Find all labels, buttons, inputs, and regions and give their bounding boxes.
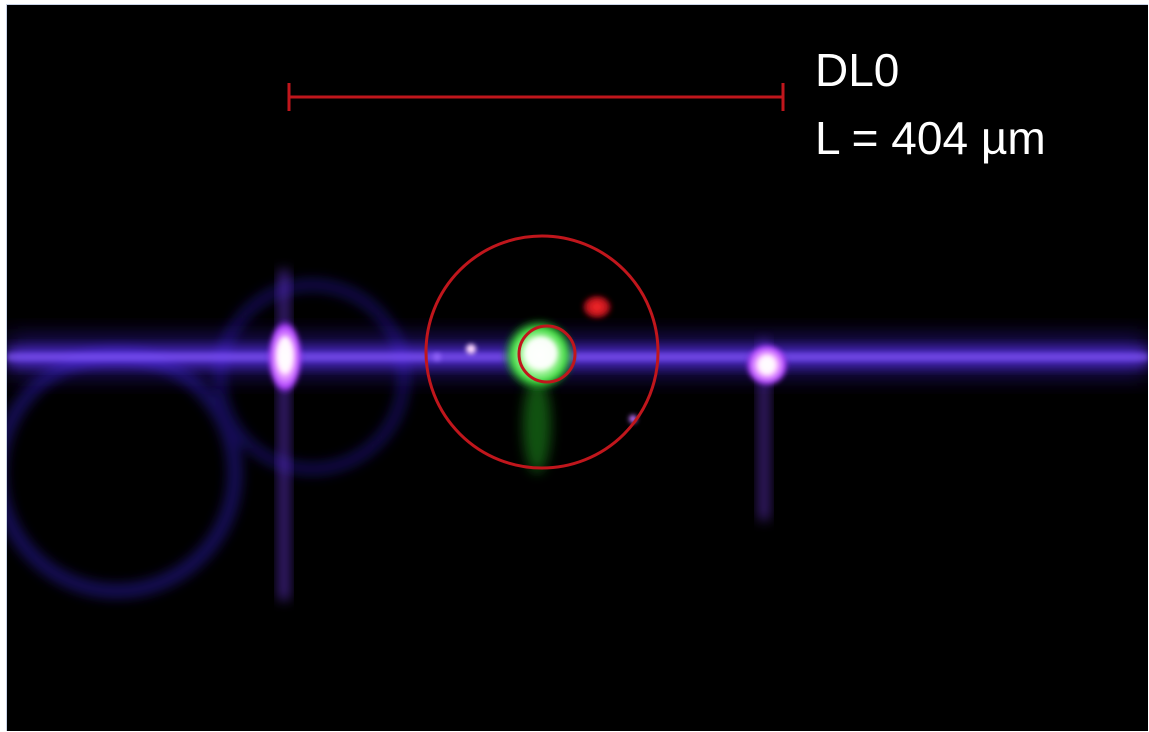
fluorescence-micrograph: DL0 L = 404 µm xyxy=(6,4,1148,731)
device-label: DL0 xyxy=(815,44,900,96)
faint-ring-structures xyxy=(7,279,410,598)
left-bright-feature xyxy=(267,270,303,600)
right-bright-feature xyxy=(745,340,789,520)
large-annotation-circle xyxy=(424,234,660,470)
red-fluorescent-spot xyxy=(581,294,613,320)
speckles xyxy=(433,344,637,423)
annotation-circles xyxy=(424,234,660,470)
scale-bar xyxy=(287,83,785,111)
length-label: L = 404 µm xyxy=(815,112,1046,164)
micrograph-image xyxy=(7,83,1148,600)
small-annotation-circle xyxy=(517,324,577,384)
waveguide-glow xyxy=(7,337,1148,375)
green-fluorescent-spot xyxy=(501,317,577,473)
